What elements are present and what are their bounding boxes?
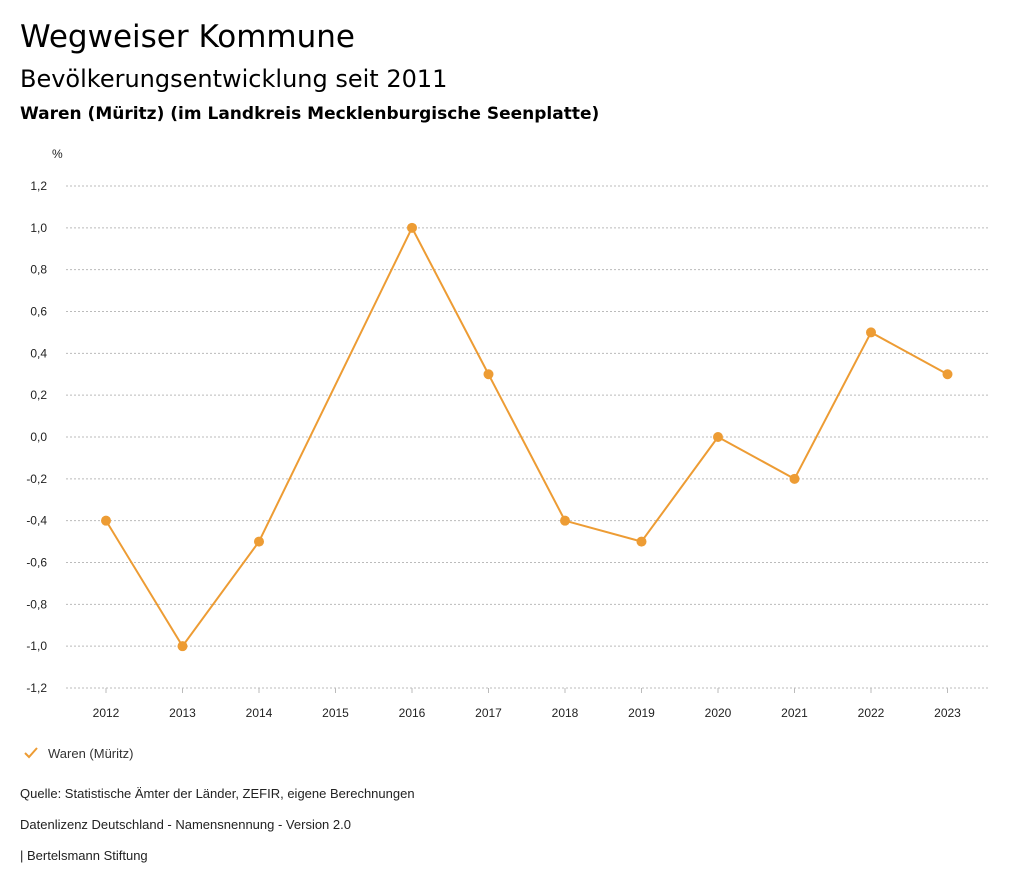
x-tick-label: 2023: [934, 706, 961, 720]
data-point: [254, 536, 264, 547]
data-point: [866, 327, 876, 338]
x-tick-label: 2022: [858, 706, 885, 720]
y-axis-unit-label: %: [52, 147, 63, 161]
y-tick-label: 0,2: [30, 388, 47, 402]
chart-subtitle: Bevölkerungsentwicklung seit 2011: [20, 65, 448, 93]
y-tick-label: -1,2: [26, 681, 47, 695]
y-tick-label: -0,8: [26, 597, 47, 611]
y-tick-label: -0,6: [26, 556, 47, 570]
y-tick-label: -0,2: [26, 472, 47, 486]
legend-label: Waren (Müritz): [48, 745, 134, 761]
y-tick-label: 0,8: [30, 263, 47, 277]
x-tick-label: 2020: [705, 706, 732, 720]
x-tick-label: 2021: [781, 706, 808, 720]
y-tick-label: 1,0: [30, 221, 47, 235]
source-note: Quelle: Statistische Ämter der Länder, Z…: [20, 786, 415, 801]
data-point: [789, 473, 800, 484]
x-tick-label: 2013: [169, 706, 196, 720]
line-chart: % 1,2 1,0 0,8 0,6 0,4 0,2 0,0 -0,2 -0,4 -0,6 -0,8 -1…: [26, 147, 990, 720]
chart-legend[interactable]: Waren (Müritz): [22, 744, 133, 762]
data-point: [407, 222, 417, 233]
data-point: [942, 369, 953, 380]
data-point: [636, 536, 647, 547]
page-title: Wegweiser Kommune: [20, 19, 355, 55]
x-tick-label: 2014: [246, 706, 273, 720]
y-tick-label: -0,4: [26, 514, 47, 528]
license-note: Datenlizenz Deutschland - Namensnennung …: [20, 817, 351, 832]
data-point: [177, 641, 188, 652]
y-tick-label: 0,6: [30, 305, 47, 319]
x-tick-label: 2015: [322, 706, 349, 720]
x-tick-label: 2016: [399, 706, 426, 720]
chart-header: Wegweiser Kommune Bevölkerungsentwicklun…: [20, 18, 1000, 125]
y-tick-label: 1,2: [30, 179, 47, 193]
x-tick-label: 2012: [93, 706, 120, 720]
data-point: [101, 515, 111, 526]
y-tick-label: 0,4: [30, 346, 47, 360]
credit-note: | Bertelsmann Stiftung: [20, 848, 148, 863]
x-tick-label: 2017: [475, 706, 502, 720]
y-tick-label: -1,0: [26, 639, 47, 653]
x-tick-label: 2019: [628, 706, 655, 720]
check-icon: [24, 747, 38, 759]
data-point: [483, 369, 494, 380]
data-point: [713, 432, 723, 442]
y-tick-label: 0,0: [30, 430, 47, 444]
data-point: [560, 515, 570, 526]
x-tick-label: 2018: [552, 706, 579, 720]
region-name: Waren (Müritz) (im Landkreis Mecklenburg…: [20, 104, 600, 124]
